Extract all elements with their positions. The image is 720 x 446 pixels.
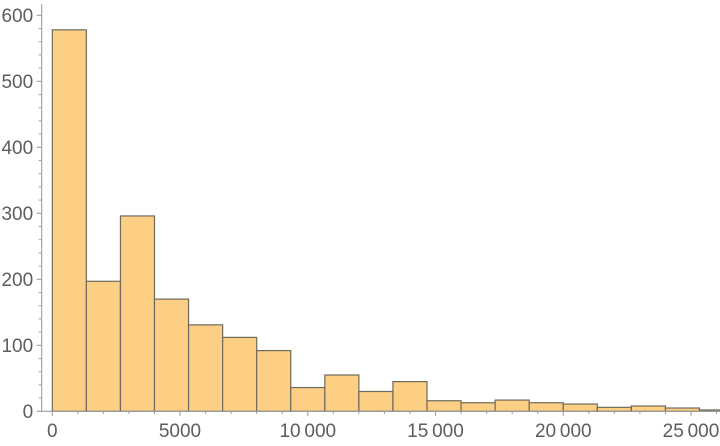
y-axis-tick-label: 300: [1, 204, 33, 225]
y-axis-tick-label: 500: [1, 72, 33, 93]
histogram-bar: [460, 402, 496, 412]
x-axis-tick-label: 10 000: [279, 421, 336, 442]
x-axis-tick-label: 0: [47, 421, 58, 442]
histogram-bar: [528, 402, 564, 412]
x-axis-tick-label: 20 000: [535, 421, 592, 442]
histogram-bar: [426, 400, 462, 412]
y-axis-tick-label: 400: [1, 138, 33, 159]
histogram-bar: [119, 215, 156, 412]
x-axis-tick-label: 5000: [159, 421, 201, 442]
histogram-bar: [596, 406, 633, 412]
histogram-bar: [85, 280, 122, 412]
histogram-bar: [562, 403, 598, 412]
y-axis-tick-label: 600: [1, 6, 33, 27]
y-axis-tick-label: 100: [1, 336, 33, 357]
histogram-bar: [630, 405, 667, 412]
x-axis-tick-label: 25 000: [663, 421, 720, 442]
histogram-bar: [324, 374, 360, 412]
histogram-bar: [358, 390, 394, 412]
y-axis-tick-label: 200: [1, 270, 33, 291]
histogram-bar: [222, 336, 258, 412]
y-axis-tick-label: 0: [23, 402, 34, 423]
x-axis-tick-label: 15 000: [407, 421, 464, 442]
histogram-bar: [187, 324, 224, 412]
histogram-bar: [494, 399, 530, 412]
histogram-bar: [153, 298, 190, 412]
histogram-bar: [51, 29, 87, 412]
histogram-bar: [290, 386, 326, 412]
histogram-bar: [392, 381, 428, 412]
histogram-bar: [256, 349, 292, 412]
